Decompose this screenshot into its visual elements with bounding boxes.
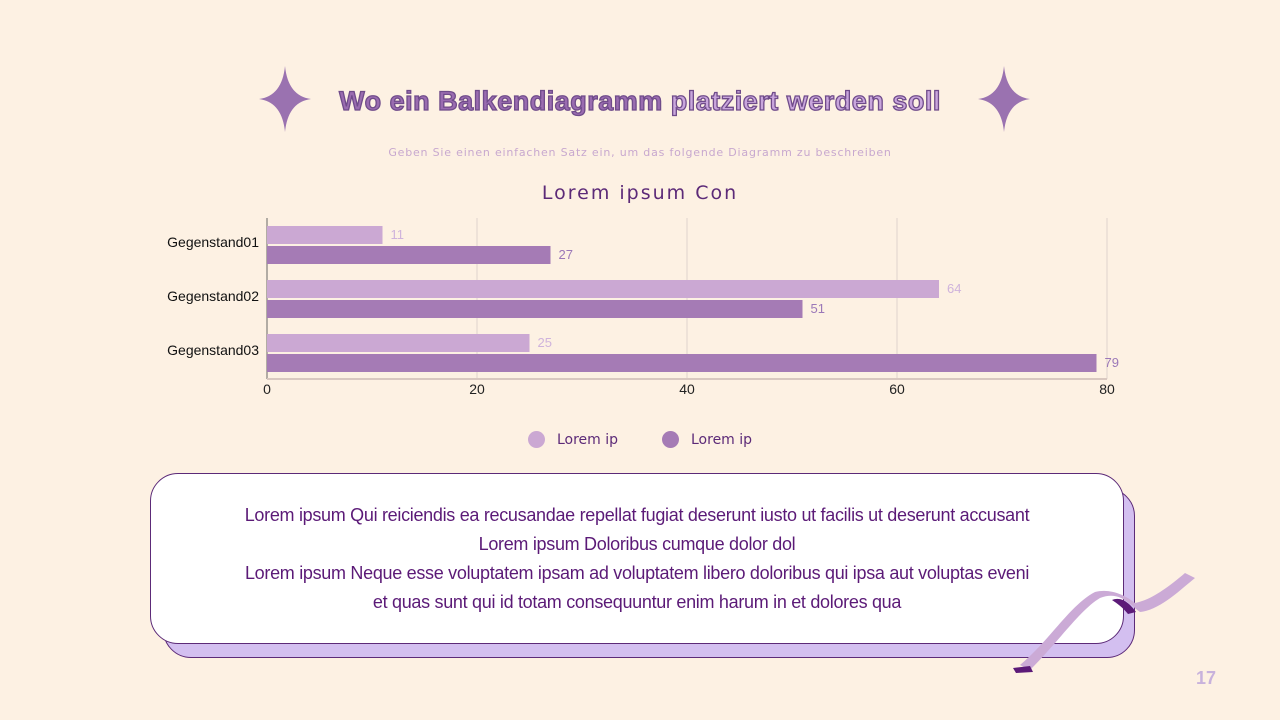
bar	[267, 226, 383, 244]
subtitle: Geben Sie einen einfachen Satz ein, um d…	[388, 146, 892, 159]
legend-item: Lorem ip	[662, 431, 752, 448]
sparkle-star-icon	[978, 66, 1030, 132]
text-card: Lorem ipsum Qui reiciendis ea recusandae…	[150, 473, 1124, 644]
page-number: 17	[1196, 668, 1217, 688]
legend-label: Lorem ip	[556, 431, 618, 448]
category-label: Gegenstand03	[167, 342, 259, 358]
page-title: Wo ein Balkendiagramm platziert werden s…	[0, 85, 1280, 117]
x-tick-label: 40	[679, 381, 695, 397]
chart-title: Lorem ipsum Con	[541, 182, 739, 204]
sparkle-star-icon	[259, 66, 311, 132]
title-part1: Wo ein Balkendiagramm	[339, 85, 663, 116]
title-part2: platziert werden soll	[670, 85, 941, 116]
data-label: 79	[1105, 355, 1119, 370]
card-line: Lorem ipsum Neque esse voluptatem ipsam …	[244, 562, 1030, 583]
data-label: 51	[811, 301, 825, 316]
legend-swatch	[527, 431, 545, 448]
card-line: Lorem ipsum Qui reiciendis ea recusandae…	[244, 504, 1030, 525]
legend-swatch	[662, 431, 679, 448]
bar	[267, 354, 1097, 372]
category-label: Gegenstand02	[167, 288, 259, 304]
bar	[267, 280, 939, 298]
card-line: Lorem ipsum Doloribus cumque dolor dol	[478, 533, 796, 554]
x-tick-label: 60	[889, 381, 905, 397]
bar-chart: 0 20 40 60 80 Gegenstand01 11 27 Gegenstand02 64 5…	[167, 218, 1119, 397]
bar	[267, 334, 530, 352]
x-tick-label: 0	[263, 381, 271, 397]
x-tick-label: 20	[469, 381, 485, 397]
data-label: 25	[538, 335, 552, 350]
legend-label: Lorem ip	[691, 431, 753, 448]
category-label: Gegenstand01	[167, 234, 259, 250]
legend-item: Lorem ip	[527, 431, 618, 448]
bar	[267, 246, 551, 264]
chart-legend: Lorem ip Lorem ip	[0, 431, 1280, 448]
bar	[267, 300, 803, 318]
x-tick-label: 80	[1099, 381, 1115, 397]
data-label: 64	[947, 281, 961, 296]
data-label: 11	[391, 227, 405, 242]
data-label: 27	[559, 247, 573, 262]
card-line: et quas sunt qui id totam consequuntur e…	[372, 591, 902, 612]
